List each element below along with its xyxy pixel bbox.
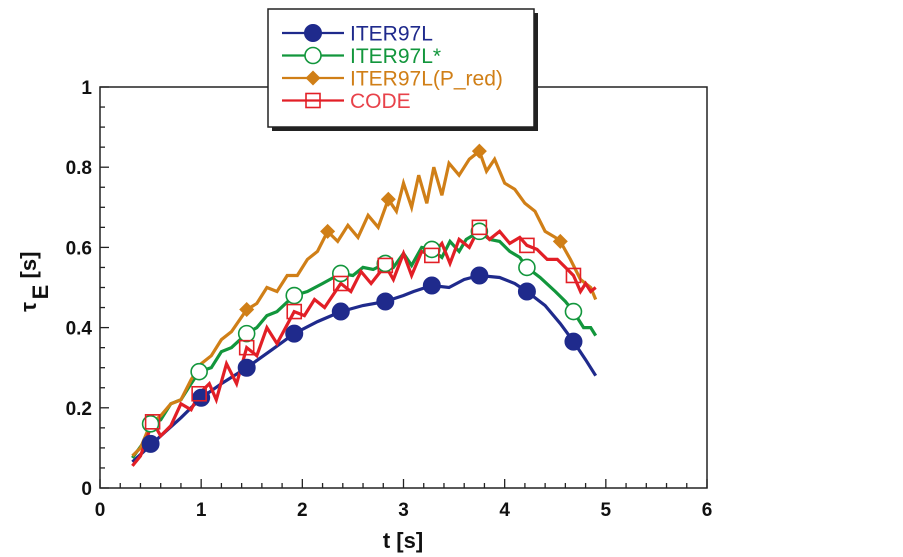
y-tick-label: 0.4 (66, 319, 93, 340)
data-point-iter97l (141, 415, 160, 433)
x-tick-label: 4 (499, 500, 510, 521)
legend-marker (305, 92, 321, 109)
data-point-iter97l (237, 358, 256, 377)
data-point-iter97l-p-red (239, 302, 255, 318)
y-tick-label: 0.6 (66, 238, 92, 259)
data-point-iter97l (190, 362, 208, 381)
data-point-iter97l (331, 302, 350, 321)
axis-ticks (99, 86, 708, 489)
x-tick-label: 1 (196, 500, 207, 521)
x-tick-label: 5 (601, 500, 612, 521)
y-axis-title-unit: [s] (16, 252, 41, 279)
legend-item-iter97l-p-red: ITER97L(P_red) (282, 68, 503, 91)
series-line-iter97l-p-red (131, 148, 598, 458)
y-tick-label: 0.2 (66, 399, 92, 420)
plot-border (99, 86, 708, 489)
y-tick-label: 1 (81, 78, 92, 99)
x-tick-label: 2 (297, 500, 308, 521)
data-point-iter97l (517, 282, 536, 301)
data-point-iter97l-p-red (380, 191, 396, 207)
data-point-iter97l (376, 254, 395, 273)
data-point-iter97l (285, 324, 304, 343)
data-point-code (424, 247, 440, 264)
legend-marker (304, 24, 322, 42)
y-axis-title: τ E [s] (16, 252, 53, 312)
data-point-code (565, 267, 582, 284)
legend-label: CODE (350, 90, 411, 113)
data-point-code (191, 385, 207, 402)
data-point-code (238, 339, 255, 356)
legend-label: ITER97L* (350, 45, 441, 68)
y-axis-title-symbol: τ (16, 302, 41, 312)
data-point-iter97l (285, 286, 304, 305)
data-point-code (377, 257, 394, 274)
data-point-iter97l (564, 332, 583, 351)
data-point-iter97l-p-red (552, 233, 568, 249)
x-tick-label: 0 (95, 500, 106, 521)
data-point-iter97l (518, 258, 536, 277)
legend-item-iter97l: ITER97L (282, 23, 433, 46)
data-point-iter97l-p-red (471, 143, 487, 159)
x-tick-label: 6 (702, 500, 713, 521)
y-tick-label: 0.8 (66, 158, 92, 179)
data-point-iter97l (564, 302, 583, 321)
series-markers (141, 143, 583, 453)
data-point-iter97l (192, 388, 211, 407)
data-point-iter97l (423, 240, 441, 259)
plot-frame (99, 86, 708, 489)
data-point-iter97l (470, 266, 489, 285)
data-point-iter97l (422, 276, 441, 295)
data-point-iter97l (141, 434, 160, 453)
data-point-code (519, 237, 535, 254)
y-tick-labels: 0 0.2 0.4 0.6 0.8 1 (66, 78, 93, 500)
legend-item-code: CODE (282, 90, 411, 113)
y-axis-title-subscript: E (28, 285, 53, 300)
x-axis-title: t [s] (383, 528, 423, 553)
legend-item-iter97l: ITER97L* (282, 45, 441, 68)
legend-label: ITER97L(P_red) (350, 68, 503, 91)
legend-marker (305, 70, 321, 86)
data-point-code (332, 275, 349, 292)
x-tick-labels: 0 1 2 3 4 5 6 (95, 500, 713, 521)
legend-marker (304, 46, 322, 65)
data-point-code (144, 414, 161, 430)
data-point-iter97l-p-red (320, 223, 336, 239)
legend-label: ITER97L (350, 23, 433, 46)
data-point-code (471, 219, 488, 236)
y-tick-label: 0 (81, 479, 92, 500)
x-tick-label: 3 (398, 500, 409, 521)
data-point-iter97l (331, 264, 350, 283)
data-point-iter97l (376, 292, 395, 311)
data-point-iter97l (237, 324, 256, 343)
series-lines (131, 148, 598, 467)
data-point-iter97l (470, 222, 489, 241)
data-point-code (286, 303, 303, 320)
